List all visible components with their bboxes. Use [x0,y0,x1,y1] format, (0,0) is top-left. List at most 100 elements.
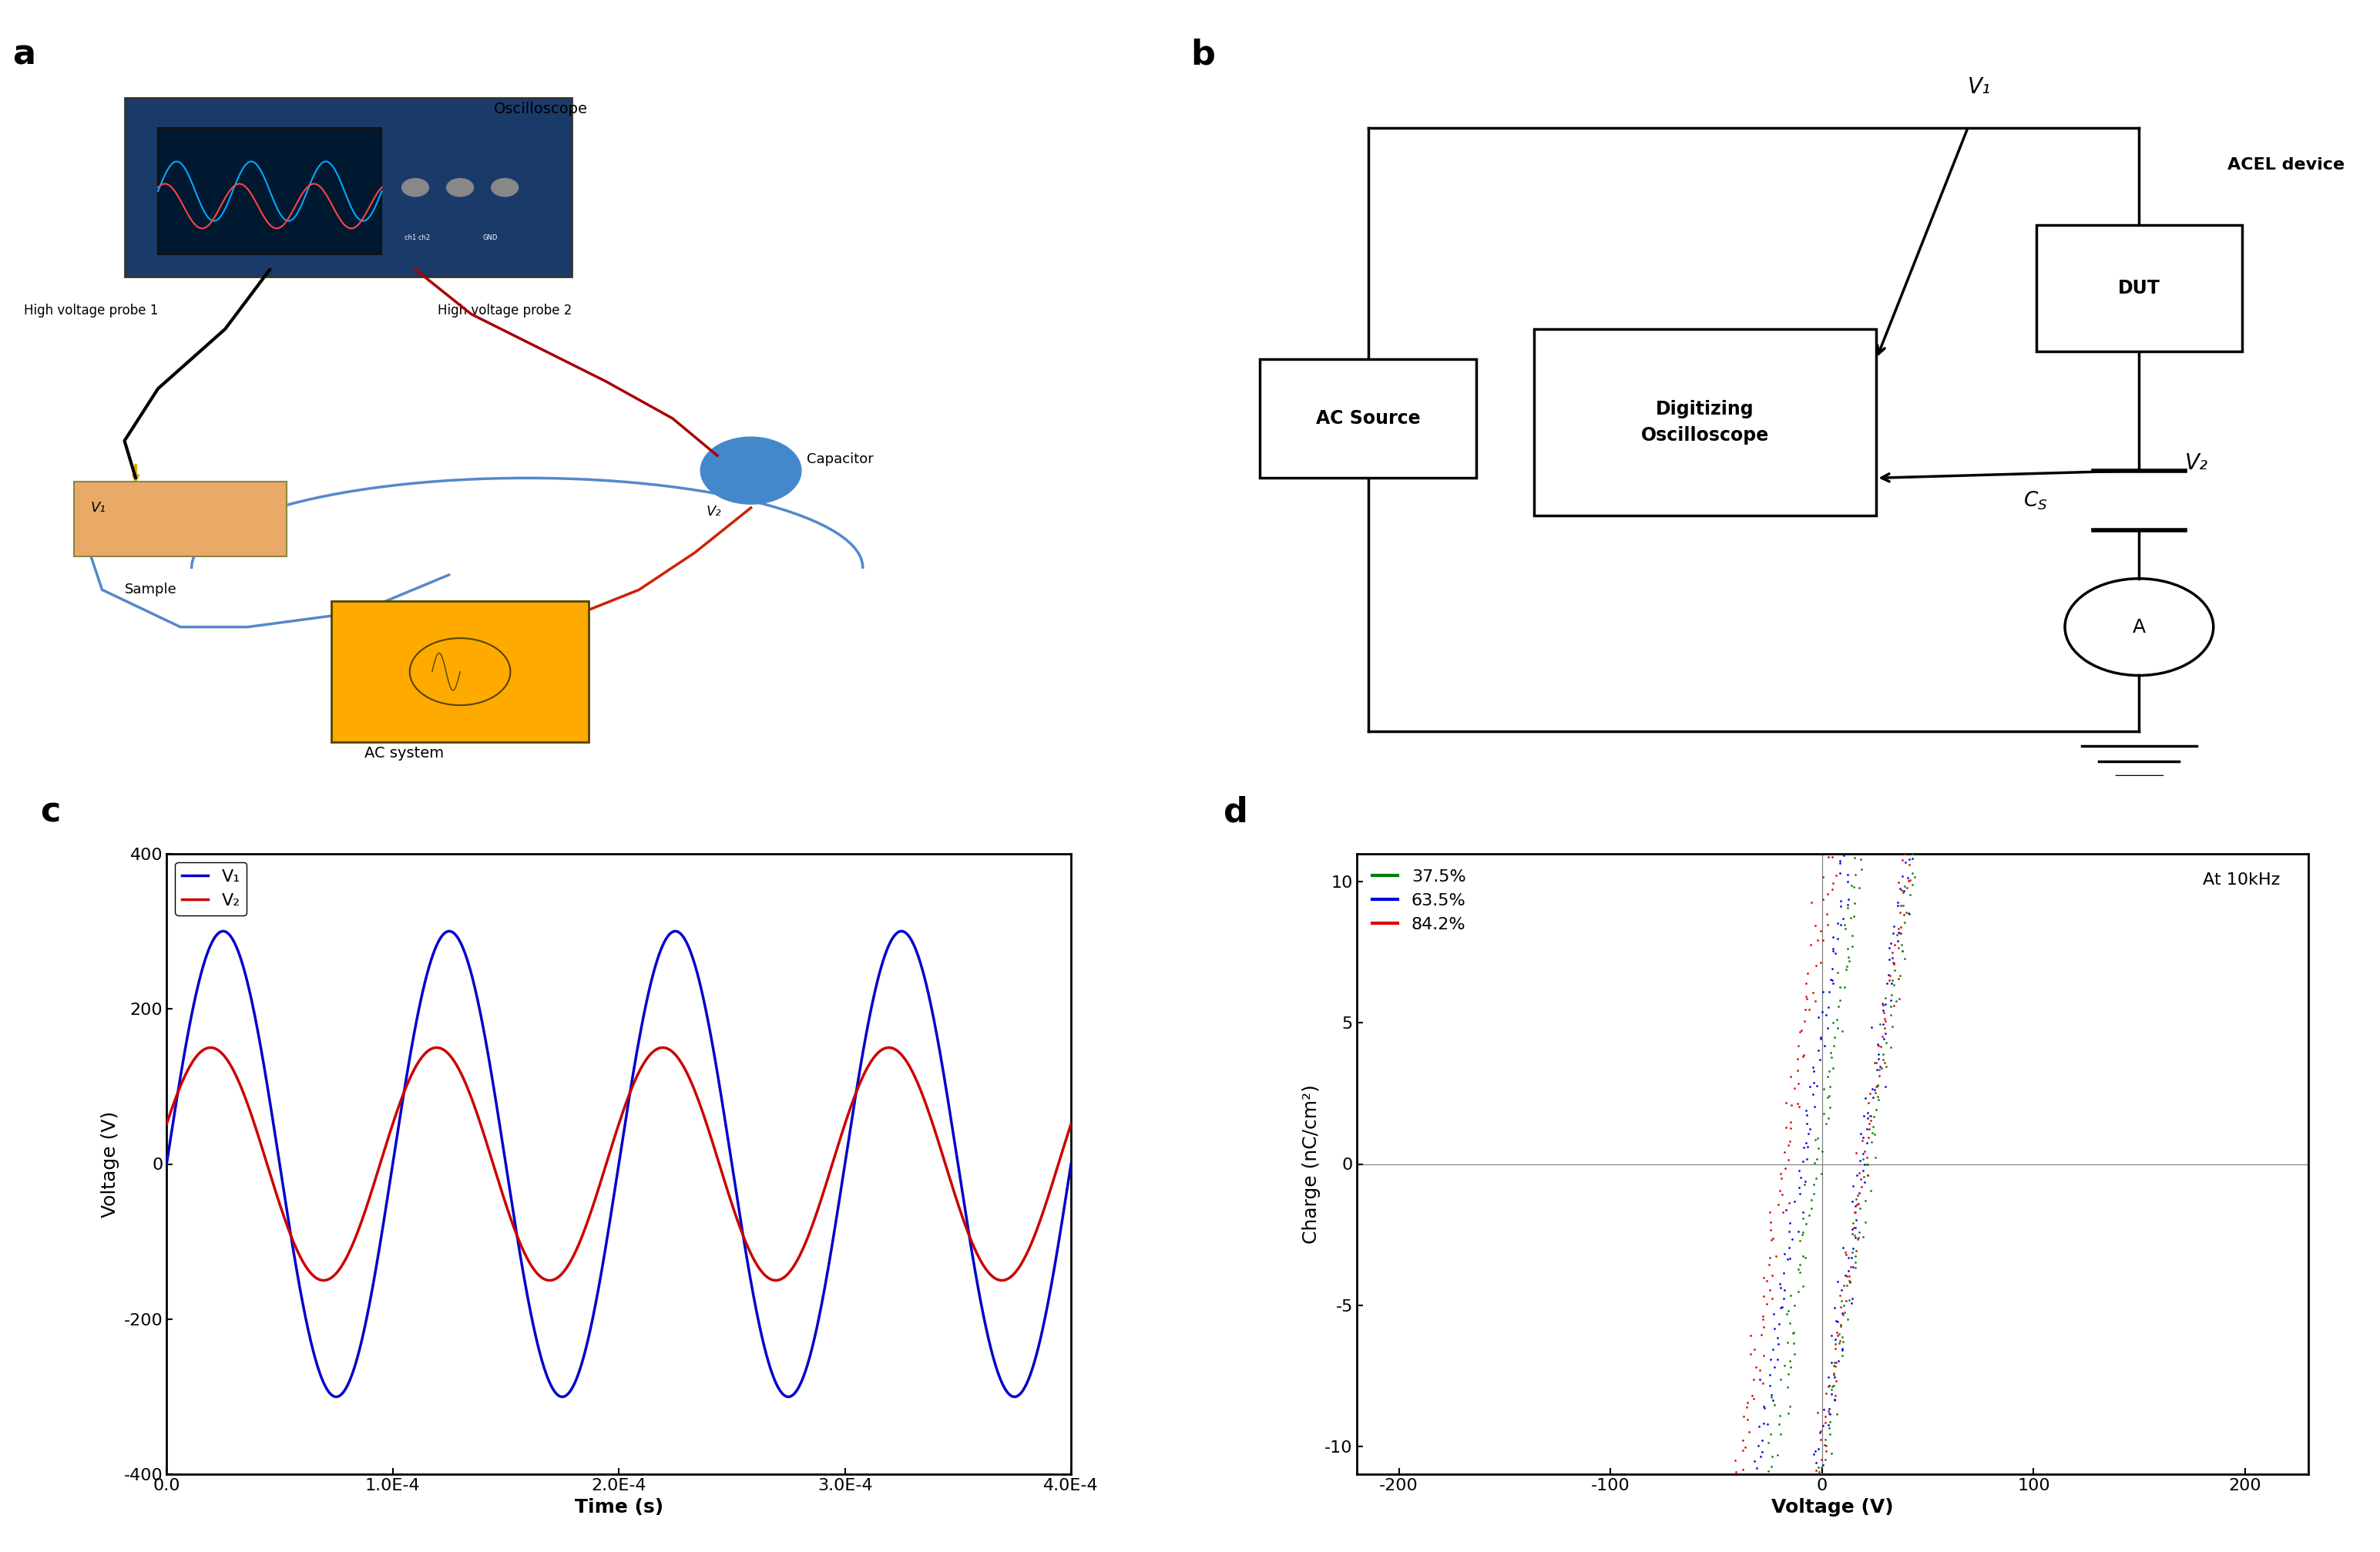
37.5% [1806,1111,1844,1136]
84.2% [1856,1049,1894,1074]
37.5% [2006,47,2044,71]
84.2% [1752,1217,1790,1242]
Circle shape [402,178,428,197]
84.2% [1904,703,1942,728]
84.2% [1799,928,1837,953]
63.5% [1802,1048,1840,1072]
84.2% [1830,691,1868,715]
63.5% [1923,621,1961,646]
37.5% [1918,733,1956,757]
37.5% [1868,692,1906,717]
84.2% [1728,1395,1766,1420]
84.2% [1902,268,1940,293]
37.5% [1814,1353,1852,1378]
37.5% [1875,629,1914,653]
63.5% [1749,1363,1787,1387]
37.5% [1873,579,1911,604]
63.5% [1799,1004,1837,1029]
63.5% [1949,388,1987,413]
37.5% [1918,702,1956,726]
84.2% [1799,1459,1837,1484]
63.5% [1873,559,1911,584]
37.5% [1873,982,1911,1007]
84.2% [1923,627,1961,652]
37.5% [1802,1460,1840,1485]
84.2% [1887,875,1925,900]
84.2% [1930,534,1968,559]
84.2% [1723,1428,1761,1453]
Text: High voltage probe 1: High voltage probe 1 [24,303,157,317]
84.2% [1775,1076,1814,1100]
84.2% [1768,1147,1806,1172]
37.5% [1785,1206,1823,1231]
37.5% [1985,191,2023,216]
84.2% [1866,1015,1904,1040]
84.2% [1911,678,1949,703]
63.5% [1940,74,1978,99]
63.5% [1802,1026,1840,1051]
37.5% [1894,529,1933,554]
84.2% [1797,953,1835,978]
63.5% [1956,422,1994,447]
84.2% [1742,1322,1780,1347]
37.5% [1787,1211,1825,1235]
63.5% [1842,745,1880,770]
63.5% [1795,1474,1833,1499]
63.5% [1821,861,1859,886]
84.2% [1787,987,1825,1012]
37.5% [1966,338,2004,363]
63.5% [1871,531,1909,556]
63.5% [1809,1412,1847,1437]
63.5% [1833,1217,1871,1242]
V₁ [538,1380,566,1398]
63.5% [1792,1484,1830,1509]
63.5% [2004,84,2042,109]
84.2% [1933,50,1971,74]
37.5% [1814,1010,1852,1035]
84.2% [1778,1046,1816,1071]
37.5% [1809,1058,1847,1083]
63.5% [1785,1136,1823,1161]
37.5% [1811,1415,1849,1440]
37.5% [1747,1515,1785,1540]
V₁ [309,1374,338,1392]
63.5% [1978,223,2016,248]
84.2% [1745,1315,1783,1339]
37.5% [1933,245,1971,270]
63.5% [1864,594,1902,619]
63.5% [1775,1189,1814,1214]
63.5% [1952,366,1990,391]
84.2% [1930,608,1968,633]
63.5% [1866,1074,1904,1099]
37.5% [1771,1355,1809,1380]
84.2% [1828,726,1866,751]
63.5% [1761,1311,1799,1336]
63.5% [1835,1215,1873,1240]
84.2% [1933,566,1971,591]
84.2% [1864,486,1902,511]
37.5% [1799,1136,1837,1161]
63.5% [1821,849,1859,874]
37.5% [1992,127,2030,152]
84.2% [1894,830,1933,855]
84.2% [1918,132,1956,157]
84.2% [1771,1190,1809,1215]
37.5% [1968,360,2006,385]
63.5% [1904,706,1942,731]
84.2% [1894,774,1933,799]
84.2% [1980,234,2018,259]
37.5% [1971,310,2009,335]
63.5% [1928,562,1966,587]
84.2% [1914,695,1952,720]
63.5% [1933,147,1971,172]
84.2% [1875,951,1914,976]
84.2% [1747,1291,1785,1316]
37.5% [1980,241,2018,265]
37.5% [1861,750,1899,774]
37.5% [1780,1252,1818,1277]
63.5% [1811,1397,1849,1422]
63.5% [1735,1544,1773,1552]
37.5% [1835,1249,1873,1274]
63.5% [1947,39,1985,64]
37.5% [1959,51,1997,76]
